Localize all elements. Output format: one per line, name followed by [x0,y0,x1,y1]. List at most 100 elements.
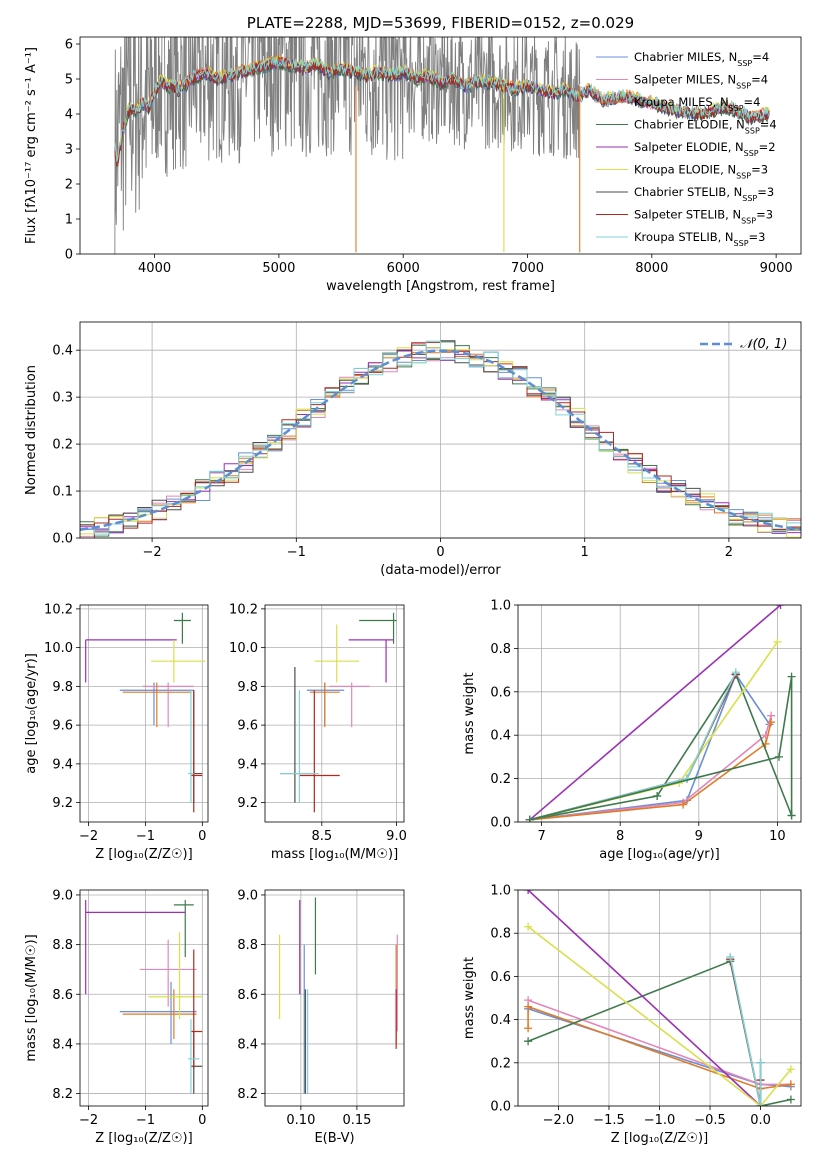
model-spectrum-line [114,55,770,162]
x-tick-label: 9000 [760,261,793,276]
data-spectrum-line [114,37,581,254]
gaussian-curve [80,349,801,532]
weight-series-line [529,676,793,821]
plot-area [279,612,397,813]
panel-mass-vs-Z: −2 −1 0 8.2 8.4 8.6 8.8 9.0 Z [log₁₀(Z/Z☉)] mass … [24,888,209,1146]
y-tick-label: 0.8 [490,642,511,657]
panel-residuals: −2 −1 0 1 2 0.0 0.1 0.2 0.3 0.4 (data-model)/error… [24,321,802,578]
y-tick-label: 0.0 [490,1100,511,1115]
plus-marker [525,815,534,822]
y-tick-label: 2 [65,178,73,193]
legend-label: Chabrier ELODIE, NSSP=4 [634,118,777,136]
panel-spectrum: 4000 5000 6000 7000 8000 9000 0 1 2 3 4 5 6 wavelengt… [24,14,802,294]
y-tick-label: 8.4 [237,1037,258,1052]
weight-series-line [527,926,792,1106]
plus-marker [524,1002,533,1011]
y-tick-label: 8.8 [237,938,258,953]
weight-series-line [527,890,762,1106]
y-tick-label: 5 [65,73,73,88]
y-tick-label: 9.6 [237,719,258,734]
x-tick-label: 7000 [511,261,544,276]
axes-frame [79,889,209,1107]
plus-marker [786,1065,795,1074]
y-axis-label: mass [log₁₀(M/M☉)] [24,934,39,1061]
x-tick-label: 5000 [262,261,295,276]
y-tick-label: 0.0 [52,532,73,547]
y-tick-label: 9.0 [52,888,73,903]
plot-area [524,890,795,1106]
panel-weight-vs-age: 7 8 9 10 0.0 0.2 0.4 0.6 0.8 1.0 age [log₁₀(age/yr… [462,599,802,862]
x-axis-label: Z [log₁₀(Z/Z☉)] [95,847,192,862]
y-tick-label: 0.3 [52,391,73,406]
x-axis-label: mass [log₁₀(M/M☉)] [271,847,398,862]
x-tick-label: −0.5 [694,1113,726,1128]
plus-marker [731,668,740,677]
y-axis-label: Normed distribution [24,365,39,495]
y-tick-label: 8.6 [52,988,73,1003]
y-tick-label: 0.4 [490,1013,511,1028]
x-tick-label: 1 [581,545,589,560]
x-tick-label: 8.5 [311,829,332,844]
x-tick-label: −2.0 [543,1113,575,1128]
x-tick-label: 2 [725,545,733,560]
plus-marker [683,774,692,783]
x-axis-label: wavelength [Angstrom, rest frame] [326,279,555,294]
x-tick-label: −2 [79,829,98,844]
weight-series-line [729,956,762,1106]
plot-area [278,897,398,1094]
y-axis-label: mass weight [462,957,477,1039]
x-tick-label: 0 [198,829,206,844]
plot-area [80,340,801,538]
y-axis-label: mass weight [462,672,477,754]
x-tick-label: 6000 [387,261,420,276]
x-tick-label: −1 [287,545,306,560]
x-axis-label: E(B-V) [314,1131,354,1146]
y-tick-label: 4 [65,108,73,123]
y-tick-label: 8.8 [52,938,73,953]
y-tick-label: 8.6 [237,988,258,1003]
y-tick-label: 9.8 [237,680,258,695]
y-tick-label: 6 [65,38,73,53]
axes-frame [517,604,802,823]
model-spectrum-line [114,56,770,163]
panel-age-vs-mass: 8.5 9.0 9.2 9.4 9.6 9.8 10.0 10.2 mass [log₁₀(M/… [229,602,407,862]
y-tick-label: 9.2 [237,796,258,811]
y-tick-label: 1.0 [490,599,511,614]
x-tick-label: 10 [769,829,786,844]
panel-age-vs-Z: −2 −1 0 9.2 9.4 9.6 9.8 10.0 10.2 Z [log₁₀(Z/Z☉)]… [24,602,209,862]
plus-marker [774,752,783,761]
y-tick-label: 0 [65,248,73,263]
y-tick-label: 0.0 [490,816,511,831]
y-tick-label: 10.2 [229,602,258,617]
plus-marker [787,672,796,681]
x-tick-label: 0.10 [286,1113,315,1128]
plot-area [525,605,796,822]
x-axis-label: age [log₁₀(age/yr)] [599,847,720,862]
y-tick-label: 0.8 [490,927,511,942]
y-tick-label: 1.0 [490,884,511,899]
panel-mass-vs-EBV: 0.10 0.15 8.2 8.4 8.6 8.8 9.0 E(B-V) [237,888,405,1146]
y-axis-label: age [log₁₀(age/yr)] [24,653,39,774]
legend-label: Kroupa MILES, NSSP=4 [634,95,760,113]
x-tick-label: 0.15 [342,1113,371,1128]
x-tick-label: −1 [136,829,155,844]
y-tick-label: 0.4 [52,344,73,359]
plus-marker [767,718,776,727]
plus-marker [679,800,688,809]
plus-marker [524,1024,533,1033]
x-tick-label: −1.5 [593,1113,625,1128]
y-tick-label: 9.0 [237,888,258,903]
plus-marker [786,1080,795,1089]
axes-frame [79,36,802,255]
axes-frame [264,889,405,1107]
y-tick-label: 8.4 [52,1037,73,1052]
y-tick-label: 9.4 [237,757,258,772]
x-axis-label: (data-model)/error [380,563,501,578]
x-tick-label: 9 [695,829,703,844]
y-tick-label: 9.4 [52,757,73,772]
axes-frame [264,604,405,823]
x-tick-label: −2 [143,545,162,560]
x-axis-label: Z [log₁₀(Z/Z☉)] [95,1131,192,1146]
y-tick-label: 0.1 [52,485,73,500]
